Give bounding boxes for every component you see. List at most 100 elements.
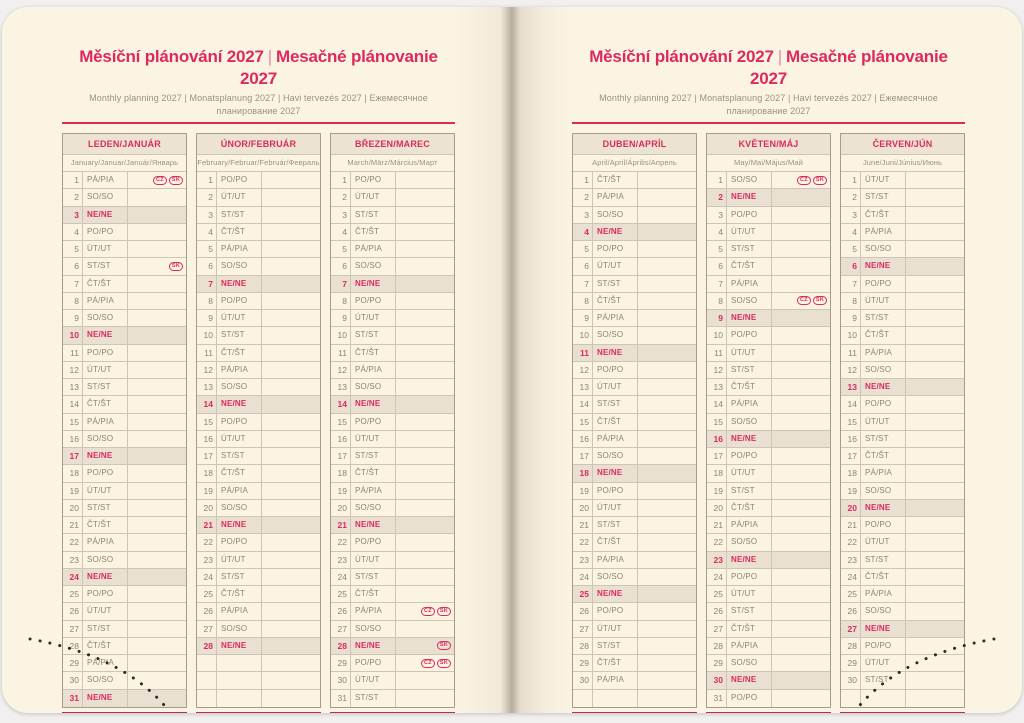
notes-cell xyxy=(128,396,186,412)
day-number: 7 xyxy=(707,275,727,292)
day-row: 15 ÚT/UT xyxy=(841,413,964,431)
day-name: NE/NE xyxy=(351,637,396,654)
month-column: BŘEZEN/MAREC March/März/Március/Март 1 PO/P… xyxy=(330,133,455,713)
day-row: 19 ÚT/UT xyxy=(63,482,186,500)
day-name: PO/PO xyxy=(217,292,262,309)
notes-cell xyxy=(396,379,454,395)
day-row: 10 NE/NE xyxy=(63,327,186,345)
notes-cell xyxy=(262,534,320,550)
day-row: 30 PÁ/PIA xyxy=(573,672,696,690)
month-subtitle: February/Februar/Február/Февраль xyxy=(197,155,320,172)
notes-cell xyxy=(906,207,964,223)
day-name: PÁ/PIA xyxy=(593,430,638,447)
notes-cell xyxy=(906,672,964,688)
day-number: 1 xyxy=(197,172,217,189)
day-number: 10 xyxy=(63,327,83,344)
notes-cell xyxy=(396,310,454,326)
holiday-flag-sk-icon: SK xyxy=(169,261,183,271)
day-number: 19 xyxy=(573,482,593,499)
day-number: 11 xyxy=(841,344,861,361)
day-row: 19 SO/SO xyxy=(841,482,964,500)
day-number: 14 xyxy=(573,396,593,413)
holiday-flag-cz-icon: CZ xyxy=(797,175,811,185)
day-row: 23 PÁ/PIA xyxy=(573,551,696,569)
notes-cell xyxy=(638,345,696,361)
day-row: 22 SO/SO xyxy=(707,534,830,552)
holiday-flag-sk-icon: SK xyxy=(169,175,183,185)
day-number: 2 xyxy=(841,189,861,206)
notes-cell xyxy=(262,603,320,619)
notes-cell xyxy=(262,379,320,395)
day-number: 28 xyxy=(63,637,83,654)
notes-cell xyxy=(772,552,830,568)
day-row: 24 NE/NE xyxy=(63,568,186,586)
day-row: 11 ÚT/UT xyxy=(707,344,830,362)
day-name: SO/SO xyxy=(727,292,772,309)
day-name: PO/PO xyxy=(593,241,638,258)
holiday-flag-sk-icon: SK xyxy=(813,296,827,306)
day-row: 20 ÚT/UT xyxy=(573,499,696,517)
day-name: NE/NE xyxy=(83,448,128,465)
header-rule xyxy=(62,122,455,124)
notes-cell xyxy=(128,534,186,550)
month-table: KVĚTEN/MÁJ May/Mai/Május/Май 1 SO/SO CZ SK 2 NE… xyxy=(706,133,831,708)
month-column: DUBEN/APRÍL April/April/Április/Апрель 1 ČT… xyxy=(572,133,697,713)
day-number: 25 xyxy=(573,586,593,603)
day-name: ČT/ŠT xyxy=(861,327,906,344)
notes-cell xyxy=(638,207,696,223)
day-number: 4 xyxy=(63,223,83,240)
day-name: ÚT/UT xyxy=(83,241,128,258)
day-row: 5 PO/PO xyxy=(573,241,696,259)
day-name: ÚT/UT xyxy=(861,534,906,551)
notes-cell xyxy=(772,276,830,292)
day-row: 22 ÚT/UT xyxy=(841,534,964,552)
day-row: 2 NE/NE xyxy=(707,189,830,207)
holiday-flag-cz-icon: CZ xyxy=(421,658,435,668)
day-row: 8 ÚT/UT xyxy=(841,292,964,310)
notes-cell xyxy=(128,672,186,688)
notes-cell xyxy=(772,500,830,516)
day-row: 22 ČT/ŠT xyxy=(573,534,696,552)
day-row: 19 PÁ/PIA xyxy=(331,482,454,500)
day-name: ST/ST xyxy=(217,206,262,223)
day-number: 20 xyxy=(63,499,83,516)
day-name: SO/SO xyxy=(351,379,396,396)
day-name: NE/NE xyxy=(593,465,638,482)
notes-cell xyxy=(396,552,454,568)
day-name: NE/NE xyxy=(861,620,906,637)
notes-cell xyxy=(638,396,696,412)
day-row: 9 NE/NE xyxy=(707,310,830,328)
day-row: 1 PO/PO xyxy=(331,172,454,190)
day-name: NE/NE xyxy=(861,499,906,516)
day-number: 12 xyxy=(841,361,861,378)
day-number: 4 xyxy=(197,223,217,240)
day-row: 20 SO/SO xyxy=(331,499,454,517)
notes-cell xyxy=(906,638,964,654)
day-number: 6 xyxy=(197,258,217,275)
month-column: KVĚTEN/MÁJ May/Mai/Május/Май 1 SO/SO CZ SK 2 NE… xyxy=(706,133,831,713)
day-name: SO/SO xyxy=(83,551,128,568)
notes-cell xyxy=(772,379,830,395)
notes-cell xyxy=(262,327,320,343)
day-row: 19 PO/PO xyxy=(573,482,696,500)
day-name: ÚT/UT xyxy=(861,413,906,430)
day-number: 10 xyxy=(197,327,217,344)
day-row: 13 ÚT/UT xyxy=(573,379,696,397)
notes-cell xyxy=(638,172,696,188)
day-name: ÚT/UT xyxy=(217,551,262,568)
notes-cell xyxy=(396,345,454,361)
notes-cell xyxy=(906,379,964,395)
notes-cell xyxy=(128,483,186,499)
day-row: 13 SO/SO xyxy=(331,379,454,397)
day-name: ST/ST xyxy=(217,568,262,585)
day-row: 25 PO/PO xyxy=(63,586,186,604)
day-row: 31 NE/NE xyxy=(63,689,186,707)
day-name: ČT/ŠT xyxy=(217,586,262,603)
day-number: 21 xyxy=(63,517,83,534)
day-row: 6 ČT/ŠT xyxy=(707,258,830,276)
day-number: 2 xyxy=(707,189,727,206)
day-number: 25 xyxy=(841,586,861,603)
month-subtitle: April/April/Április/Апрель xyxy=(573,155,696,172)
day-row: 24 ST/ST xyxy=(331,568,454,586)
day-number: 18 xyxy=(707,465,727,482)
